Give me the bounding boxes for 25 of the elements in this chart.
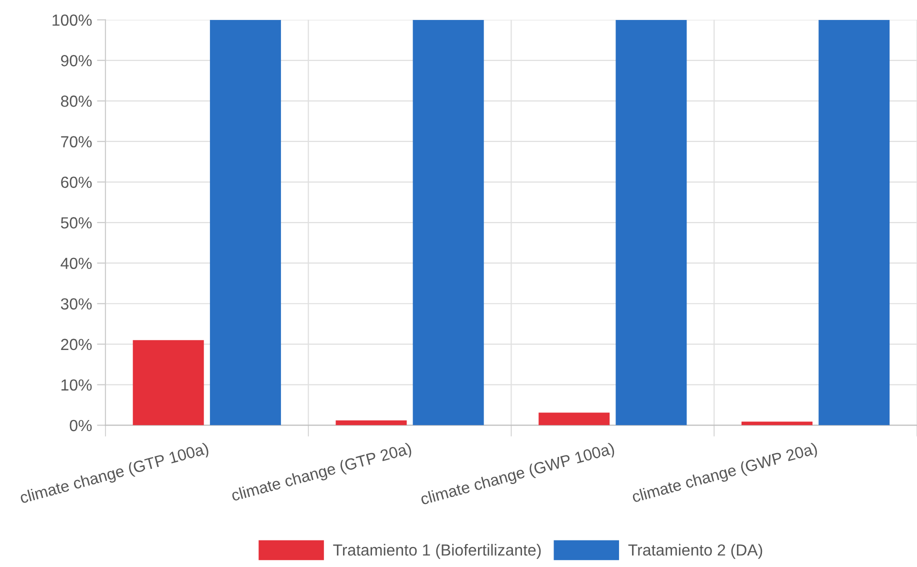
y-tick-label: 50% — [60, 217, 92, 228]
bar — [132, 340, 204, 426]
bar — [818, 20, 890, 426]
legend-label: Tratamiento 1 (Biofertilizante) — [333, 544, 541, 559]
y-tick-label: 20% — [61, 338, 92, 350]
y-tick-label: 40% — [60, 258, 92, 270]
y-tick-label: 0% — [70, 420, 92, 432]
y-tick-label: 90% — [61, 55, 92, 66]
x-tick-label: climate change (GTP 100a) — [19, 442, 210, 507]
y-tick-label: 100% — [52, 14, 92, 26]
y-tick-label: 80% — [60, 96, 92, 107]
bar — [412, 20, 484, 426]
x-tick-label: climate change (GWP 20a) — [631, 442, 818, 506]
bar — [742, 422, 813, 426]
bar — [538, 412, 610, 426]
y-tick-label: 30% — [60, 298, 92, 310]
y-tick-label: 70% — [61, 136, 92, 148]
x-tick-label: climate change (GWP 100a) — [420, 442, 616, 508]
bar — [336, 420, 407, 426]
y-tick-label: 10% — [62, 379, 92, 391]
legend-label: Tratamiento 2 (DA) — [628, 544, 762, 559]
y-tick-label: 60% — [61, 176, 92, 188]
x-tick-label: climate change (GTP 20a) — [230, 442, 413, 504]
bar — [616, 20, 687, 426]
bar — [210, 20, 281, 426]
